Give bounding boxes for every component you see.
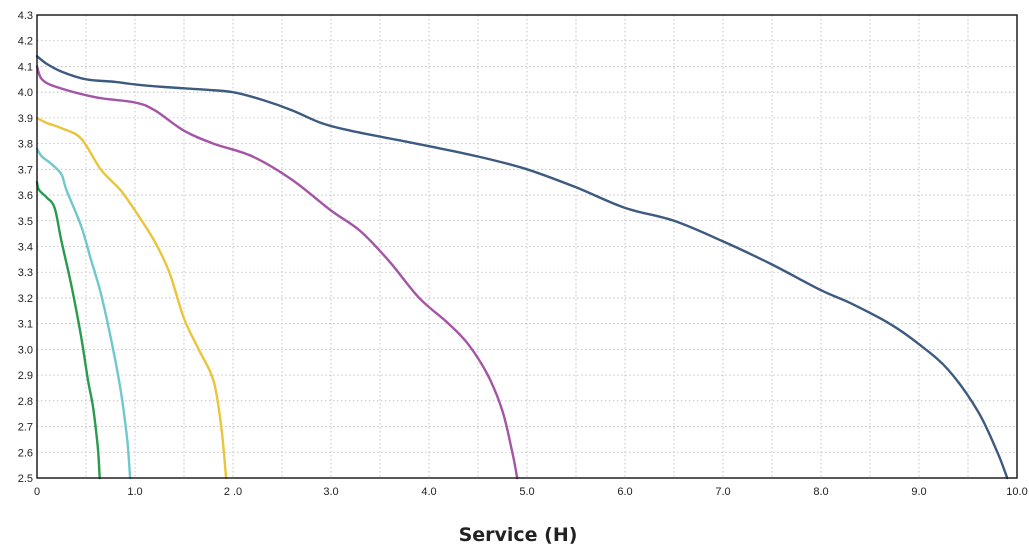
y-tick-label: 3.8 <box>18 139 33 151</box>
grid <box>37 15 1017 478</box>
y-tick-label: 3.3 <box>18 267 33 279</box>
y-tick-label: 3.5 <box>18 216 33 228</box>
y-tick-label: 4.0 <box>18 87 33 99</box>
x-tick-label: 1.0 <box>127 486 142 498</box>
y-tick-label: 4.3 <box>18 10 33 22</box>
y-tick-label: 2.7 <box>18 422 33 434</box>
x-tick-label: 10.0 <box>1006 486 1027 498</box>
x-tick-label: 2 .0 <box>224 486 242 498</box>
y-axis-ticks: 2.5 2.6 2.7 2.8 2.9 3.0 3.1 3.2 3.3 3.4 3.5 3.6 3.7 3… <box>18 10 33 485</box>
series-line-2 <box>35 65 519 480</box>
y-tick-label: 3.4 <box>18 242 33 254</box>
x-axis-title: Service (H) <box>459 524 578 546</box>
plot-frame <box>36 14 1018 479</box>
x-tick-label: 6.0 <box>617 486 632 498</box>
series-line-4 <box>35 147 132 480</box>
y-tick-label: 3.9 <box>18 113 33 125</box>
x-axis-ticks: 0 1.0 2 .0 3.0 4.0 5.0 6.0 7.0 8.0 9.0 10.0 <box>34 486 1028 498</box>
y-tick-label: 3.6 <box>18 190 33 202</box>
x-tick-label: 4.0 <box>421 486 436 498</box>
y-tick-label: 2.9 <box>18 370 33 382</box>
series-line-3 <box>35 116 228 480</box>
y-tick-label: 3.2 <box>18 293 33 305</box>
y-tick-label: 4.1 <box>18 61 33 73</box>
y-tick-label: 3.7 <box>18 164 33 176</box>
y-tick-label: 4.2 <box>18 36 33 48</box>
x-tick-label: 0 <box>34 486 40 498</box>
x-tick-label: 3.0 <box>323 486 338 498</box>
y-tick-label: 2.5 <box>18 473 33 485</box>
x-tick-label: 7.0 <box>715 486 730 498</box>
y-tick-label: 2.6 <box>18 447 33 459</box>
series-line-5 <box>35 181 101 480</box>
series-group <box>35 55 1009 480</box>
x-tick-label: 5.0 <box>519 486 534 498</box>
y-tick-label: 3.0 <box>18 344 33 356</box>
series-line-1 <box>35 55 1009 480</box>
y-tick-label: 3.1 <box>18 319 33 331</box>
y-tick-label: 2.8 <box>18 396 33 408</box>
x-tick-label: 8.0 <box>813 486 828 498</box>
x-tick-label: 9.0 <box>911 486 926 498</box>
